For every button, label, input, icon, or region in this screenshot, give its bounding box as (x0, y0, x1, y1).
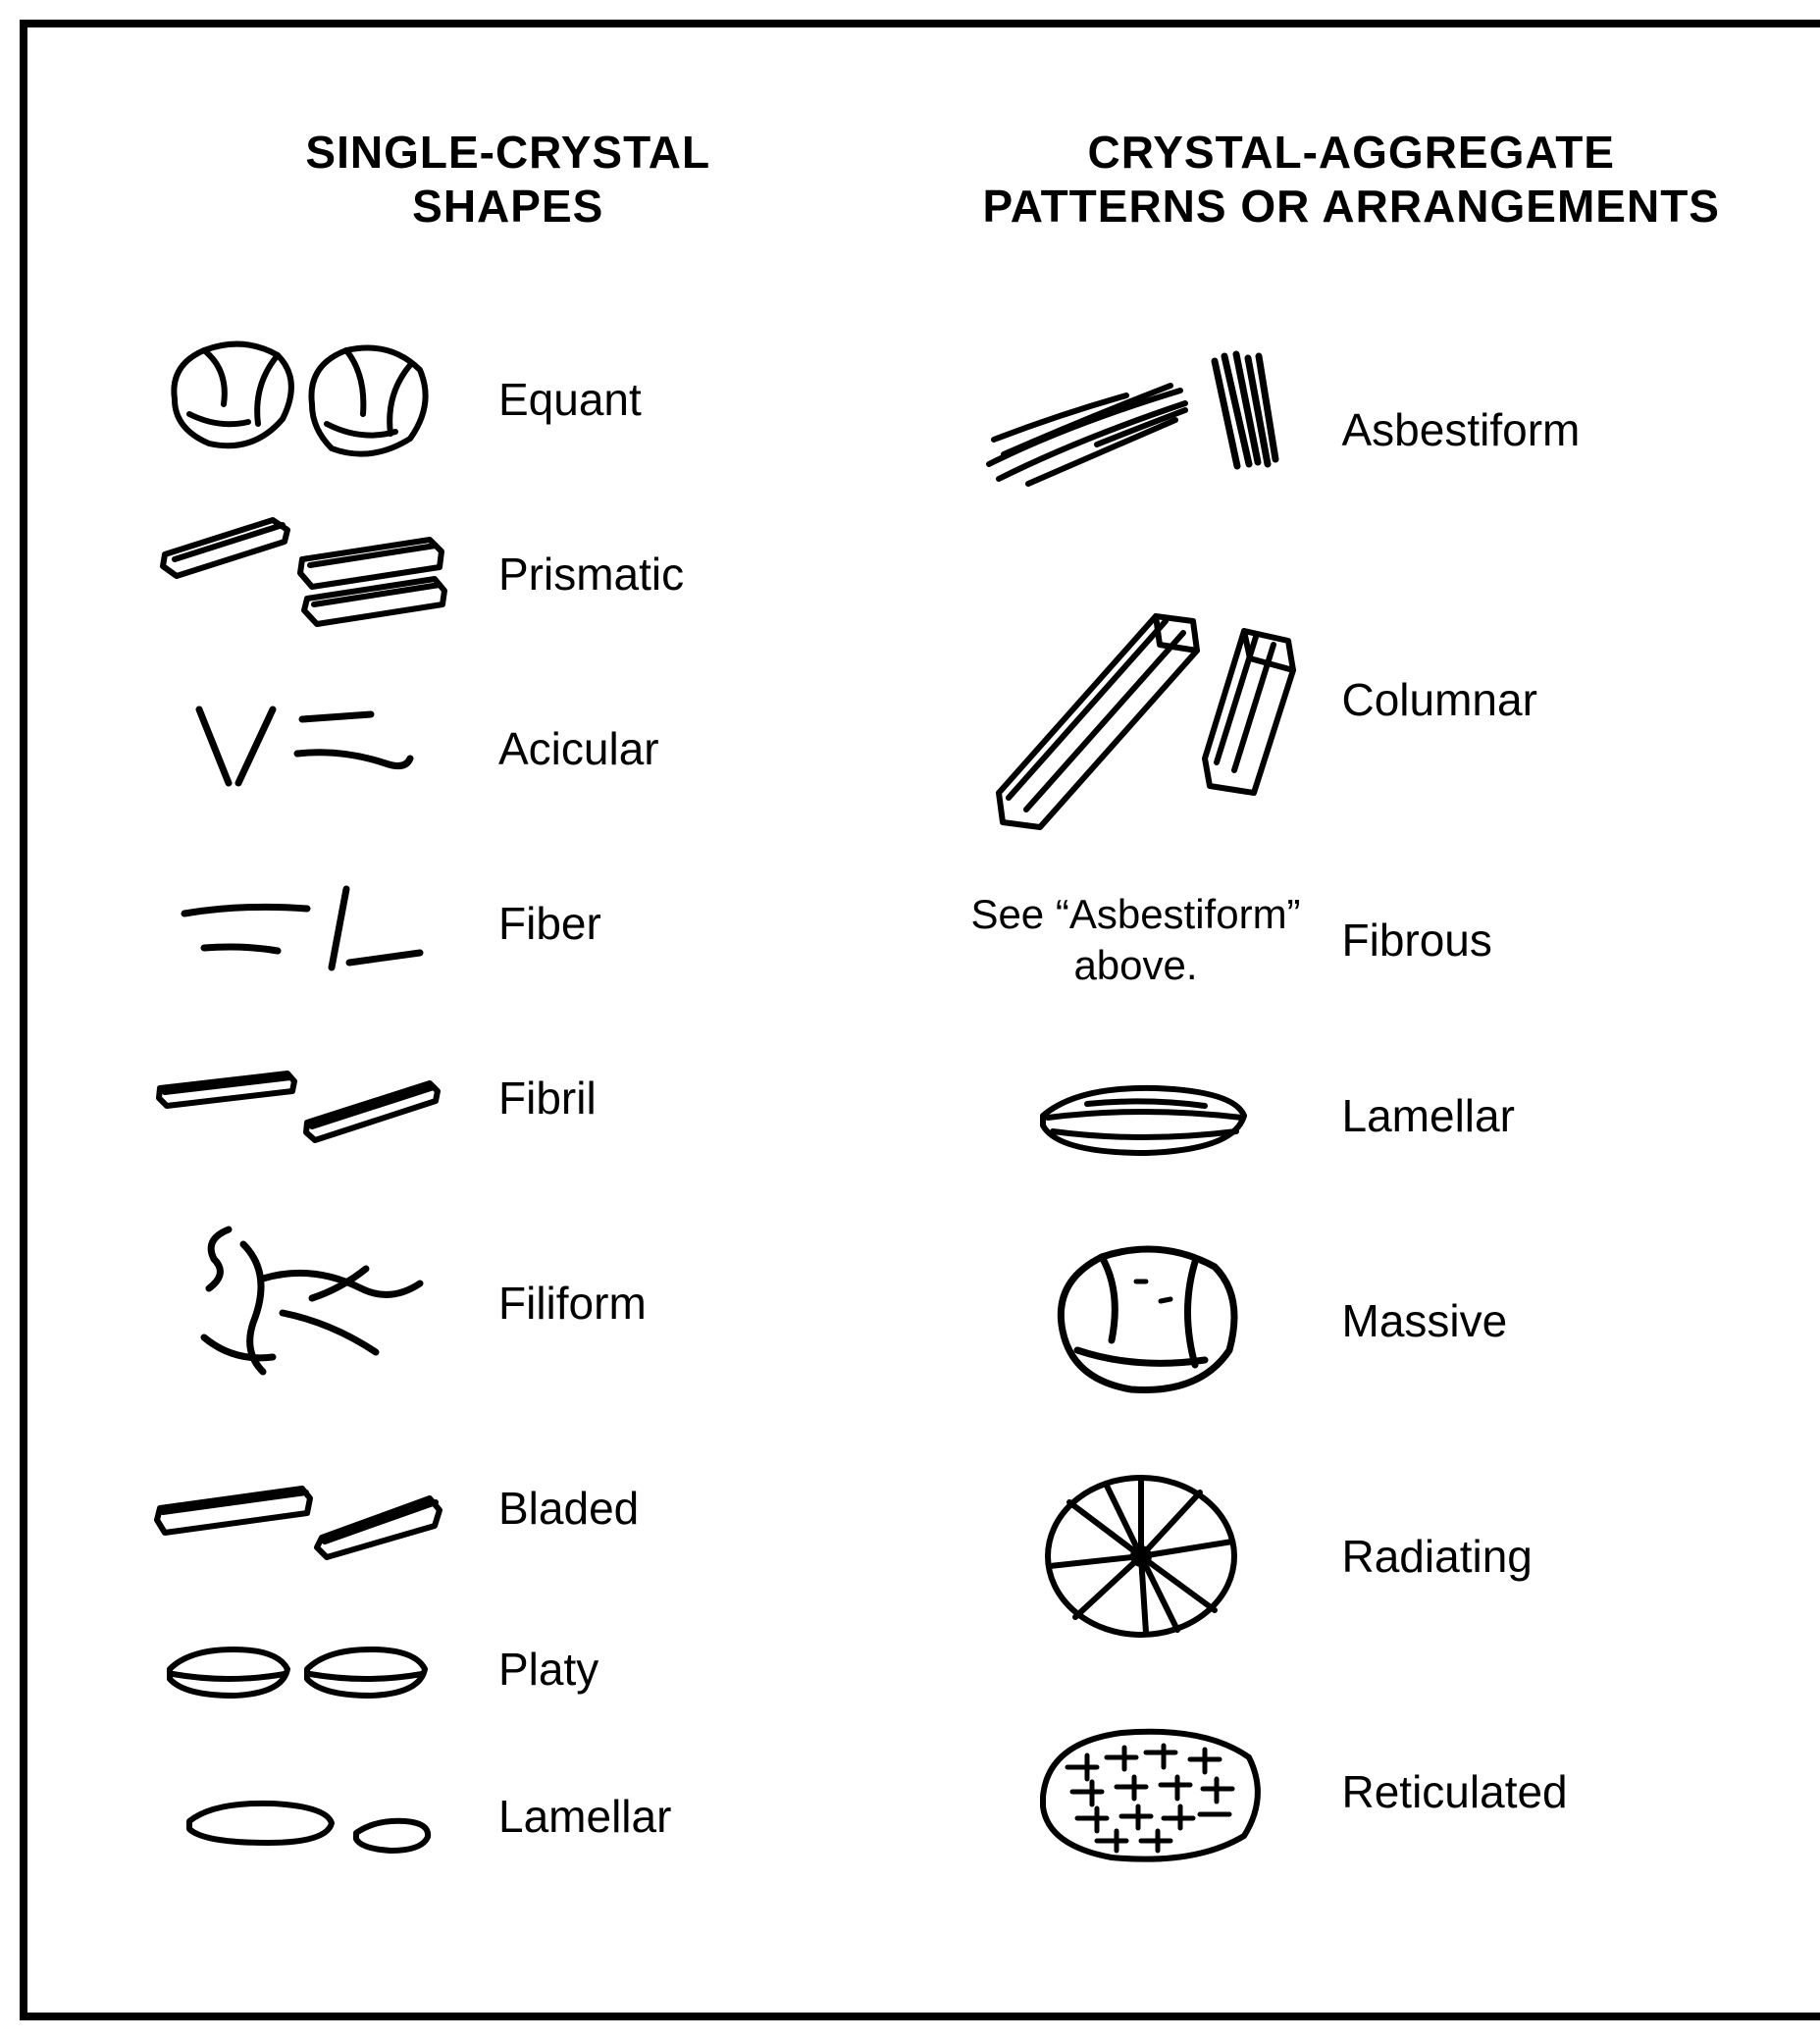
header-line: PATTERNS OR ARRANGEMENTS (950, 180, 1754, 234)
radiating-icon (950, 1438, 1323, 1674)
massive-icon (950, 1203, 1323, 1438)
header-line: CRYSTAL-AGGREGATE (950, 126, 1754, 180)
header-line: SINGLE-CRYSTAL (106, 126, 910, 180)
filiform-label: Filiform (479, 1277, 910, 1330)
reticulated-icon (950, 1674, 1323, 1909)
platy-label: Platy (479, 1643, 910, 1696)
header-line: SHAPES (106, 180, 910, 234)
lamellar-agg-label: Lamellar (1323, 1089, 1754, 1142)
row-fiber: Fiber (106, 836, 910, 1011)
row-fibril: Fibril (106, 1011, 910, 1185)
prismatic-label: Prismatic (479, 548, 910, 601)
acicular-label: Acicular (479, 722, 910, 775)
prismatic-icon (106, 487, 479, 661)
equant-icon (106, 312, 479, 487)
columnar-label: Columnar (1323, 673, 1754, 726)
equant-label: Equant (479, 373, 910, 426)
right-column: CRYSTAL-AGGREGATE PATTERNS OR ARRANGEMEN… (950, 126, 1754, 1954)
row-columnar: Columnar (950, 548, 1754, 852)
row-equant: Equant (106, 312, 910, 487)
diagram-frame: SINGLE-CRYSTAL SHAPES (20, 20, 1820, 2020)
row-acicular: Acicular (106, 661, 910, 836)
left-column-header: SINGLE-CRYSTAL SHAPES (106, 126, 910, 243)
row-reticulated: Reticulated (950, 1674, 1754, 1909)
asbestiform-label: Asbestiform (1323, 403, 1754, 456)
right-column-header: CRYSTAL-AGGREGATE PATTERNS OR ARRANGEMEN… (950, 126, 1754, 243)
fibril-label: Fibril (479, 1072, 910, 1125)
platy-icon (106, 1595, 479, 1743)
row-prismatic: Prismatic (106, 487, 910, 661)
asbestiform-icon (950, 312, 1323, 548)
fibrous-label: Fibrous (1323, 914, 1754, 967)
row-lamellar-single: Lamellar (106, 1743, 910, 1890)
left-column: SINGLE-CRYSTAL SHAPES (106, 126, 910, 1954)
fiber-label: Fiber (479, 897, 910, 950)
lamellar-single-label: Lamellar (479, 1790, 910, 1843)
row-fibrous: See “Asbestiform” above. Fibrous (950, 852, 1754, 1028)
filiform-icon (106, 1185, 479, 1421)
row-radiating: Radiating (950, 1438, 1754, 1674)
row-platy: Platy (106, 1595, 910, 1743)
left-rows: Equant Prismat (106, 312, 910, 1890)
row-filiform: Filiform (106, 1185, 910, 1421)
columnar-icon (950, 548, 1323, 852)
row-bladed: Bladed (106, 1421, 910, 1595)
acicular-icon (106, 661, 479, 836)
row-asbestiform: Asbestiform (950, 312, 1754, 548)
bladed-icon (106, 1421, 479, 1595)
row-massive: Massive (950, 1203, 1754, 1438)
fibrous-text: See “Asbestiform” above. (950, 889, 1323, 992)
right-rows: Asbestiform (950, 312, 1754, 1909)
fiber-icon (106, 836, 479, 1011)
lamellar-single-icon (106, 1743, 479, 1890)
radiating-label: Radiating (1323, 1530, 1754, 1583)
reticulated-label: Reticulated (1323, 1765, 1754, 1818)
row-lamellar-agg: Lamellar (950, 1028, 1754, 1203)
bladed-label: Bladed (479, 1482, 910, 1535)
lamellar-agg-icon (950, 1028, 1323, 1203)
fibril-icon (106, 1011, 479, 1185)
massive-label: Massive (1323, 1294, 1754, 1347)
